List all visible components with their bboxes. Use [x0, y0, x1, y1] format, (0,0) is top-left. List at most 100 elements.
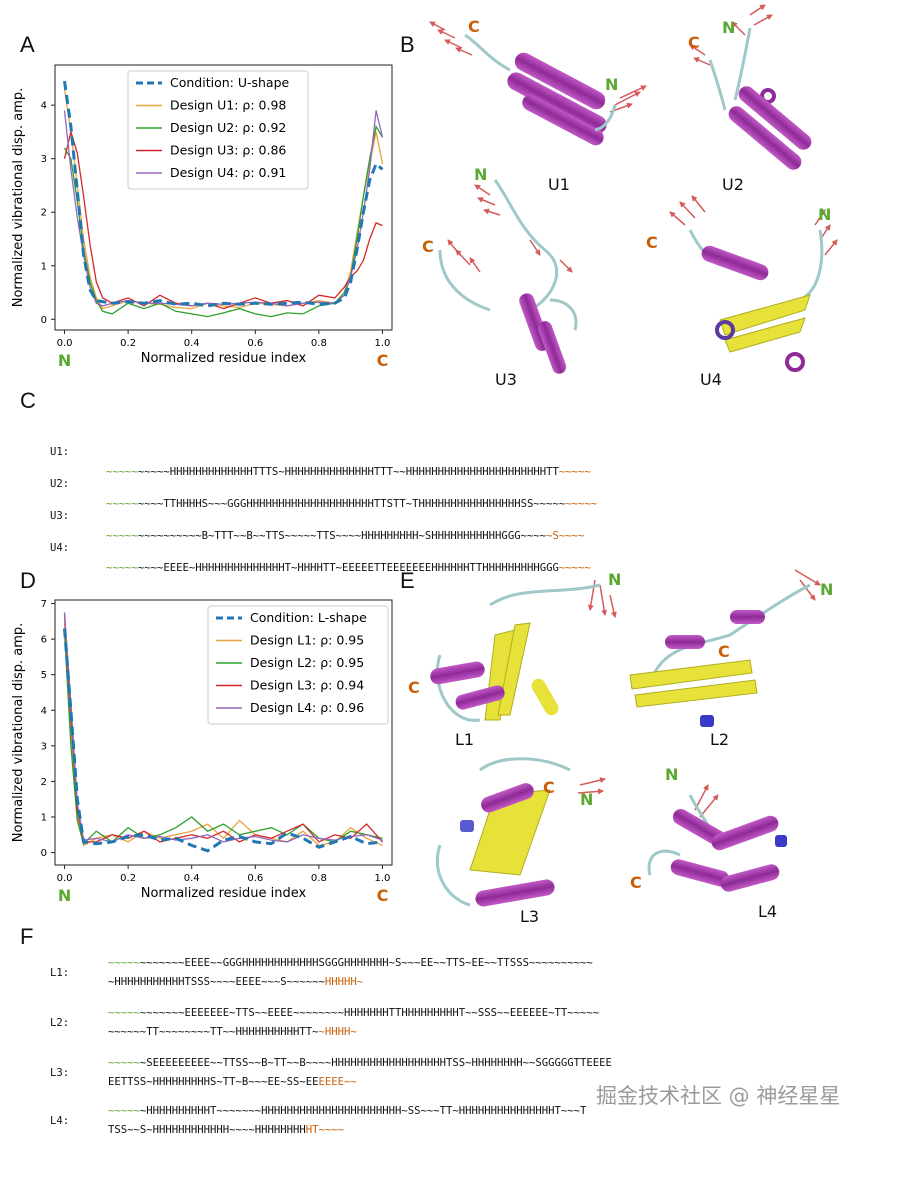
legend-entry: Design L2: ρ: 0.95	[250, 655, 364, 670]
y-tick-label: 6	[41, 635, 47, 646]
legend-entry: Design U2: ρ: 0.92	[170, 120, 286, 135]
x-tick-label: 0.8	[311, 873, 327, 884]
x-tick-label: 0.8	[311, 338, 327, 349]
y-tick-label: 0	[41, 315, 47, 326]
sequence-row-u3: U3: ~~~~~~~~~~~~~~~B~TTT~~B~~TTS~~~~~TTS…	[50, 510, 585, 542]
y-axis-label: Normalized vibrational disp. amp.	[11, 623, 26, 843]
panel-f-sequences: L1: ~~~~~~~~~~~~EEEE~~GGGHHHHHHHHHHHHSGG…	[50, 953, 850, 1143]
structure-u4: C N U4	[646, 195, 838, 389]
l4-n-terminus: N	[665, 765, 678, 784]
panel-e-structures: C N L1 C N L2 C N L3 C N L4	[408, 569, 833, 926]
sequence-row-u4: U4: ~~~~~~~~~EEEE~HHHHHHHHHHHHHHT~HHHHTT…	[50, 542, 591, 574]
sequence-row-l1: L1: ~~~~~~~~~~~~EEEE~~GGGHHHHHHHHHHHHSGG…	[50, 957, 593, 988]
u3-n-terminus: N	[474, 165, 487, 184]
u4-c-terminus: C	[646, 233, 658, 252]
panel-letter-e: E	[400, 568, 415, 593]
y-tick-label: 4	[41, 101, 47, 112]
l3-label: L3	[520, 907, 539, 926]
legend-entry: Design U4: ρ: 0.91	[170, 165, 286, 180]
y-tick-label: 3	[41, 154, 47, 165]
legend-entry: Design L3: ρ: 0.94	[250, 678, 364, 693]
u2-label: U2	[722, 175, 744, 194]
legend-entry: Condition: U-shape	[170, 75, 290, 90]
l1-c-terminus: C	[408, 678, 420, 697]
u4-label: U4	[700, 370, 722, 389]
series-line	[63, 612, 383, 843]
y-tick-label: 3	[41, 741, 47, 752]
u3-c-terminus: C	[422, 237, 434, 256]
x-tick-label: 0.6	[247, 873, 263, 884]
l4-label: L4	[758, 902, 777, 921]
x-tick-label: 0.4	[184, 338, 200, 349]
x-tick-label: 0.2	[120, 873, 136, 884]
l1-label: L1	[455, 730, 474, 749]
sequence-row-l3: L3: ~~~~~~SEEEEEEEEE~~TTSS~~B~TT~~B~~~~H…	[50, 1057, 612, 1088]
panel-letter-b: B	[400, 32, 415, 57]
structure-l3: C N L3	[435, 757, 593, 926]
l3-c-terminus: C	[543, 778, 555, 797]
y-tick-label: 7	[41, 599, 47, 610]
structure-u1: C N U1	[429, 17, 647, 194]
legend-entry: Design L4: ρ: 0.96	[250, 700, 364, 715]
legend-box	[207, 605, 389, 725]
u4-n-terminus: N	[818, 205, 831, 224]
l2-c-terminus: C	[718, 642, 730, 661]
structure-l2: C N L2	[629, 580, 833, 749]
x-tick-label: 0.6	[247, 338, 263, 349]
chart-a-u-shape: 0.0 0.2 0.4 0.6 0.8 1.0 0 1 2 3 4 Normalized residu…	[11, 64, 393, 370]
n-terminus-label: N	[58, 886, 71, 905]
u1-c-terminus: C	[468, 17, 480, 36]
panel-letter-f: F	[20, 924, 34, 949]
panel-letter-a: A	[20, 32, 35, 57]
watermark: 掘金技术社区 @ 神经星星	[596, 1084, 841, 1108]
l2-label: L2	[710, 730, 729, 749]
l1-n-terminus: N	[608, 570, 621, 589]
legend-entry: Condition: L-shape	[250, 610, 367, 625]
series-line	[63, 628, 383, 853]
plot-frame	[54, 599, 393, 866]
series-line	[63, 80, 384, 308]
panel-letter-d: D	[20, 568, 36, 593]
legend-entry: Design L1: ρ: 0.95	[250, 633, 364, 648]
c-terminus-label: C	[377, 886, 389, 905]
l2-n-terminus: N	[820, 580, 833, 599]
legend-box	[127, 70, 309, 190]
x-axis-label: Normalized residue index	[141, 351, 307, 366]
x-axis-label: Normalized residue index	[141, 886, 307, 901]
panel-c-sequences: U1: ~~~~~~~~~~HHHHHHHHHHHHHTTTS~HHHHHHHH…	[50, 422, 850, 574]
sequence-row-u1: U1: ~~~~~~~~~~HHHHHHHHHHHHHTTTS~HHHHHHHH…	[50, 446, 591, 478]
y-axis-label: Normalized vibrational disp. amp.	[11, 88, 26, 308]
n-terminus-label: N	[58, 351, 71, 370]
y-tick-label: 1	[41, 812, 47, 823]
chart-d-l-shape: 0.0 0.2 0.4 0.6 0.8 1.0 0 1 2 3 4 5 6 7 Normalized res…	[11, 599, 393, 905]
x-tick-label: 0.2	[120, 338, 136, 349]
x-tick-label: 0.0	[57, 873, 73, 884]
y-tick-label: 2	[41, 208, 47, 219]
x-tick-label: 1.0	[375, 338, 391, 349]
l4-c-terminus: C	[630, 873, 642, 892]
y-tick-label: 1	[41, 261, 47, 272]
sequence-row-u2: U2: ~~~~~~~~~TTHHHHS~~~GGGHHHHHHHHHHHHHH…	[50, 478, 598, 510]
structure-l4: C N L4	[630, 765, 787, 921]
structure-l1: C N L1	[408, 570, 621, 749]
panel-letter-c: C	[20, 388, 36, 413]
x-tick-label: 0.4	[184, 873, 200, 884]
c-terminus-label: C	[377, 351, 389, 370]
legend-entry: Design U3: ρ: 0.86	[170, 143, 286, 158]
x-tick-label: 1.0	[375, 873, 391, 884]
l3-n-terminus: N	[580, 790, 593, 809]
series-line	[63, 621, 383, 847]
y-tick-label: 4	[41, 706, 47, 717]
u1-label: U1	[548, 175, 570, 194]
y-tick-label: 0	[41, 848, 47, 859]
panel-b-structures: C N U1 C N U2 C N U3	[422, 4, 838, 389]
u2-c-terminus: C	[688, 33, 700, 52]
series-line	[63, 89, 384, 310]
y-tick-label: 5	[41, 670, 47, 681]
sequence-row-l4: L4: ~~~~~~HHHHHHHHHHT~~~~~~~HHHHHHHHHHHH…	[50, 1105, 587, 1136]
u1-n-terminus: N	[605, 75, 618, 94]
structure-u3: C N U3	[422, 165, 578, 389]
sequence-row-l2: L2: ~~~~~~~~~~~~EEEEEEE~TTS~~EEEE~~~~~~~…	[50, 1007, 600, 1038]
legend-entry: Design U1: ρ: 0.98	[170, 98, 286, 113]
plot-frame	[54, 64, 393, 331]
